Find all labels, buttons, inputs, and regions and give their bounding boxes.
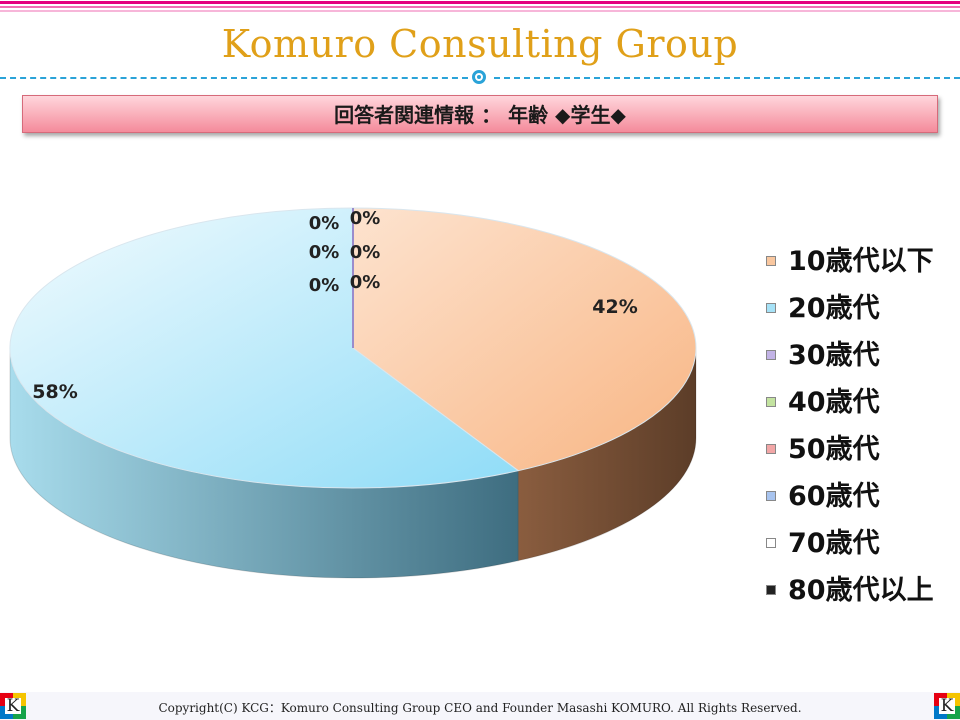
kcg-logo-left: K	[0, 693, 26, 719]
legend-label: 80歳代以上	[788, 575, 934, 606]
brand-title: Komuro Consulting Group	[221, 22, 739, 66]
data-label-30s: 0%	[309, 213, 340, 234]
copyright-text: Copyright(C) KCG：Komuro Consulting Group…	[158, 701, 802, 715]
legend-swatch-icon	[766, 256, 776, 266]
pie-slices	[9, 207, 697, 489]
legend-swatch-icon	[766, 303, 776, 313]
legend-swatch-icon	[766, 491, 776, 501]
legend-swatch-icon	[766, 350, 776, 360]
data-label-60s: 0%	[350, 242, 381, 263]
data-label-10-under: 42%	[592, 296, 637, 318]
logo-letter: K	[940, 696, 954, 716]
ring-ornament-icon	[472, 70, 486, 84]
top-stripe	[0, 0, 960, 14]
header-divider-left	[0, 77, 468, 79]
pie-chart: 42% 58% 0% 0% 0% 0% 0% 0%	[9, 207, 697, 579]
pie-slice-20s	[9, 207, 520, 489]
legend-label: 70歳代	[788, 528, 880, 559]
legend-label: 30歳代	[788, 340, 880, 371]
legend-label: 10歳代以下	[788, 246, 934, 277]
legend-label: 20歳代	[788, 293, 880, 324]
legend-swatch-icon	[766, 538, 776, 548]
header-divider-right	[494, 77, 960, 79]
legend-label: 40歳代	[788, 387, 880, 418]
footer-bar	[0, 692, 960, 720]
data-label-20s: 58%	[32, 381, 77, 403]
data-label-80-plus: 0%	[350, 272, 381, 293]
data-label-70s: 0%	[309, 275, 340, 296]
legend-swatch-icon	[766, 585, 776, 595]
data-label-50s: 0%	[309, 242, 340, 263]
logo-letter: K	[6, 696, 20, 716]
data-label-40s: 0%	[350, 208, 381, 229]
legend-label: 50歳代	[788, 434, 880, 465]
pie-data-labels: 42% 58% 0% 0% 0% 0% 0% 0%	[32, 208, 637, 403]
legend-swatch-icon	[766, 397, 776, 407]
pie-slice-10-under	[352, 207, 697, 472]
legend-label: 60歳代	[788, 481, 880, 512]
slide-title: 回答者関連情報 ： 年齢 ◆学生◆	[22, 95, 938, 133]
legend-swatch-icon	[766, 444, 776, 454]
kcg-logo-right: K	[934, 693, 960, 719]
